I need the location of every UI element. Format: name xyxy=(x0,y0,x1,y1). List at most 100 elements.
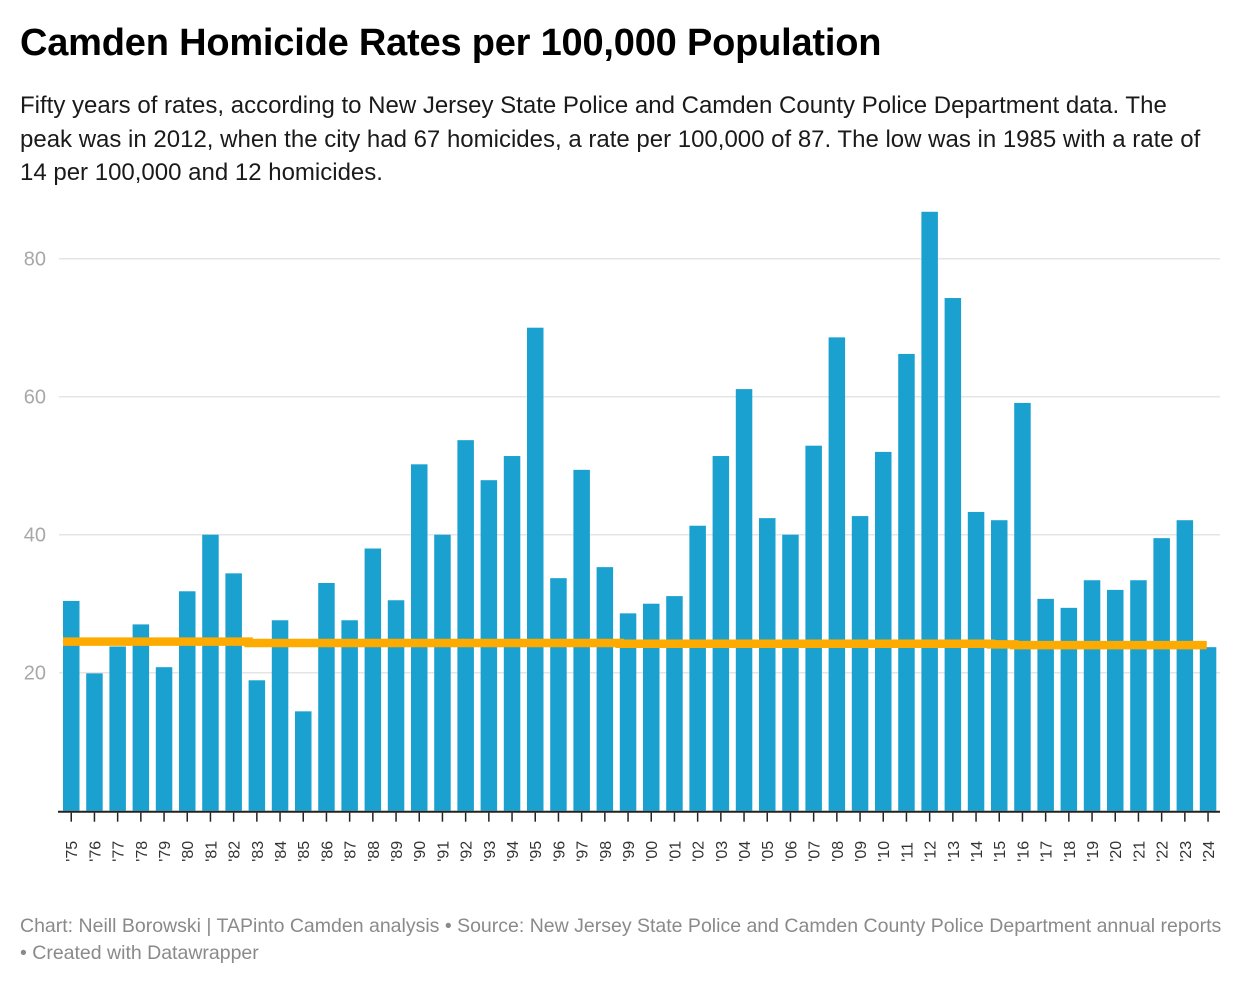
bar xyxy=(596,567,614,811)
x-tick-label: '15 xyxy=(992,841,1009,862)
bar xyxy=(689,525,706,811)
bar xyxy=(1060,607,1078,811)
x-tick-label: '04 xyxy=(737,841,754,862)
bar xyxy=(666,596,683,811)
x-tick-label: '22 xyxy=(1155,841,1172,862)
bar xyxy=(1083,580,1101,811)
bar xyxy=(991,520,1008,811)
bar xyxy=(109,646,126,811)
x-tick-label: '90 xyxy=(412,841,429,862)
x-tick-label: '11 xyxy=(899,842,916,862)
bar xyxy=(248,680,266,811)
bar xyxy=(1176,520,1194,811)
bar xyxy=(1107,589,1124,811)
chart-footer: Chart: Neill Borowski | TAPinto Camden a… xyxy=(20,915,1222,964)
bar xyxy=(132,624,150,811)
x-tick-label: '01 xyxy=(667,841,684,862)
x-tick-label: '98 xyxy=(598,841,615,862)
x-tick-label: '77 xyxy=(111,841,128,862)
bar xyxy=(225,573,242,811)
x-tick-label: '80 xyxy=(180,841,197,862)
bar xyxy=(434,534,451,811)
x-tick-label: '24 xyxy=(1201,841,1218,862)
bar xyxy=(179,591,196,811)
bar xyxy=(1130,580,1147,811)
x-tick-label: '91 xyxy=(435,841,452,862)
x-tick-label: '21 xyxy=(1131,841,1148,862)
bar xyxy=(805,445,822,811)
bar xyxy=(851,516,869,811)
x-tick-label: '79 xyxy=(157,841,174,862)
y-axis-ticks: 20 40 60 80 xyxy=(24,249,46,685)
x-tick-label: '19 xyxy=(1085,841,1102,862)
x-tick-label: '12 xyxy=(923,841,940,862)
x-tick-label: '97 xyxy=(575,841,592,862)
x-tick-label: '96 xyxy=(551,841,568,862)
bar xyxy=(967,511,985,811)
bar xyxy=(550,578,567,811)
bar xyxy=(1014,402,1031,811)
x-tick-label: '02 xyxy=(691,841,708,862)
x-tick-label: '94 xyxy=(505,841,522,862)
bar xyxy=(364,548,382,811)
bar xyxy=(387,600,405,811)
bar xyxy=(202,534,219,811)
x-tick-label: '08 xyxy=(830,841,847,862)
x-tick-label: '88 xyxy=(366,841,383,862)
reference-line-group xyxy=(63,637,1207,650)
bar xyxy=(643,603,660,811)
bar xyxy=(295,711,312,811)
bar xyxy=(1199,647,1217,811)
x-tick-label: '13 xyxy=(946,841,963,862)
bar xyxy=(63,600,80,811)
y-tick-label: 60 xyxy=(24,387,46,409)
x-tick-label: '16 xyxy=(1015,841,1032,862)
bar xyxy=(341,620,358,811)
x-tick-label: '06 xyxy=(783,841,800,862)
bar xyxy=(782,534,799,811)
x-tick-label: '05 xyxy=(760,841,777,862)
bar xyxy=(318,583,335,811)
bar xyxy=(457,440,474,811)
x-tick-label: '99 xyxy=(621,841,638,862)
x-tick-label: '81 xyxy=(203,841,220,862)
x-tick-label: '78 xyxy=(134,841,151,862)
reference-line xyxy=(63,637,1207,650)
x-tick-label: '86 xyxy=(319,841,336,862)
x-tick-label: '85 xyxy=(296,841,313,862)
y-tick-label: 40 xyxy=(24,525,46,547)
bar xyxy=(944,298,962,811)
x-tick-label: '18 xyxy=(1062,841,1079,862)
bar xyxy=(155,667,173,811)
bar xyxy=(503,456,521,811)
x-tick-label: '75 xyxy=(64,841,81,862)
bar xyxy=(527,327,544,811)
x-tick-label: '20 xyxy=(1108,841,1125,862)
x-tick-label: '14 xyxy=(969,841,986,862)
x-tick-label: '89 xyxy=(389,841,406,862)
y-tick-label: 80 xyxy=(24,249,46,271)
x-tick-label: '76 xyxy=(87,841,104,862)
x-tick-label: '17 xyxy=(1039,841,1056,862)
bars xyxy=(63,211,1217,811)
x-tick-label: '23 xyxy=(1178,841,1195,862)
bar xyxy=(411,464,428,811)
bar xyxy=(759,518,776,811)
x-tick-label: '95 xyxy=(528,841,545,862)
x-tick-label: '09 xyxy=(853,841,870,862)
x-tick-label: '10 xyxy=(876,841,893,862)
x-tick-label: '83 xyxy=(250,841,267,862)
bar xyxy=(86,673,103,811)
bar xyxy=(1037,598,1054,811)
x-tick-label: '82 xyxy=(227,841,244,862)
x-tick-label: '07 xyxy=(807,841,824,862)
x-tick-label: '03 xyxy=(714,841,731,862)
bar xyxy=(735,389,753,811)
x-tick-label: '92 xyxy=(459,841,476,862)
chart-title: Camden Homicide Rates per 100,000 Popula… xyxy=(20,22,882,64)
x-tick-label: '93 xyxy=(482,841,499,862)
bar xyxy=(712,456,730,811)
bar xyxy=(1153,538,1170,811)
bar xyxy=(619,613,637,811)
